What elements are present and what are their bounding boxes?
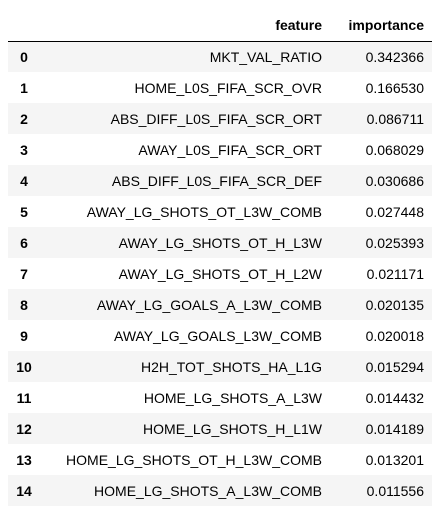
table-header: feature importance	[8, 10, 432, 42]
feature-cell: AWAY_LG_SHOTS_OT_H_L3W	[118, 234, 322, 251]
row-index: 9	[20, 327, 28, 344]
table-row: 14 HOME_LG_SHOTS_A_L3W_COMB 0.011556	[8, 475, 432, 506]
importance-cell: 0.015294	[365, 358, 424, 375]
table-row: 5 AWAY_LG_SHOTS_OT_L3W_COMB 0.027448	[8, 196, 432, 227]
importance-cell: 0.086711	[366, 110, 424, 127]
feature-cell: AWAY_LG_SHOTS_OT_L3W_COMB	[86, 203, 322, 220]
row-index: 0	[20, 48, 28, 65]
importance-cell: 0.030686	[365, 172, 424, 189]
table-row: 9 AWAY_LG_GOALS_L3W_COMB 0.020018	[8, 320, 432, 351]
feature-cell: HOME_LG_SHOTS_H_L1W	[143, 420, 322, 437]
index-column-header	[8, 10, 40, 42]
header-row: feature importance	[8, 10, 432, 42]
row-index: 6	[20, 234, 28, 251]
feature-cell: AWAY_LG_GOALS_A_L3W_COMB	[96, 296, 322, 313]
importance-cell: 0.021171	[366, 265, 424, 282]
feature-cell: HOME_L0S_FIFA_SCR_OVR	[134, 79, 322, 96]
importance-cell: 0.166530	[365, 79, 424, 96]
feature-cell: HOME_LG_SHOTS_A_L3W	[143, 389, 322, 406]
feature-importance-table: feature importance 0 MKT_VAL_RATIO 0.34236…	[8, 10, 432, 506]
table-row: 4 ABS_DIFF_L0S_FIFA_SCR_DEF 0.030686	[8, 165, 432, 196]
importance-cell: 0.020135	[365, 296, 424, 313]
table-row: 7 AWAY_LG_SHOTS_OT_H_L2W 0.021171	[8, 258, 432, 289]
importance-cell: 0.027448	[365, 203, 424, 220]
table-row: 6 AWAY_LG_SHOTS_OT_H_L3W 0.025393	[8, 227, 432, 258]
importance-cell: 0.342366	[365, 48, 424, 65]
table-row: 8 AWAY_LG_GOALS_A_L3W_COMB 0.020135	[8, 289, 432, 320]
table-row: 12 HOME_LG_SHOTS_H_L1W 0.014189	[8, 413, 432, 444]
row-index: 5	[20, 203, 28, 220]
feature-column-header: feature	[40, 10, 330, 42]
row-index: 3	[20, 141, 28, 158]
row-index: 7	[20, 265, 28, 282]
table-row: 0 MKT_VAL_RATIO 0.342366	[8, 41, 432, 72]
feature-cell: AWAY_LG_GOALS_L3W_COMB	[114, 327, 322, 344]
importance-cell: 0.011556	[366, 482, 424, 499]
feature-cell: MKT_VAL_RATIO	[209, 48, 322, 65]
table-row: 13 HOME_LG_SHOTS_OT_H_L3W_COMB 0.013201	[8, 444, 432, 475]
feature-cell: HOME_LG_SHOTS_OT_H_L3W_COMB	[66, 451, 322, 468]
row-index: 4	[20, 172, 28, 189]
importance-cell: 0.014432	[365, 389, 424, 406]
importance-cell: 0.020018	[365, 327, 424, 344]
table-row: 10 H2H_TOT_SHOTS_HA_L1G 0.015294	[8, 351, 432, 382]
row-index: 2	[20, 110, 28, 127]
feature-cell: AWAY_L0S_FIFA_SCR_ORT	[138, 141, 322, 158]
table-row: 1 HOME_L0S_FIFA_SCR_OVR 0.166530	[8, 72, 432, 103]
row-index: 14	[16, 482, 32, 499]
table-row: 2 ABS_DIFF_L0S_FIFA_SCR_ORT 0.086711	[8, 103, 432, 134]
row-index: 1	[20, 79, 28, 96]
row-index: 12	[16, 420, 32, 437]
importance-cell: 0.068029	[365, 141, 424, 158]
table-row: 3 AWAY_L0S_FIFA_SCR_ORT 0.068029	[8, 134, 432, 165]
feature-cell: ABS_DIFF_L0S_FIFA_SCR_ORT	[110, 110, 322, 127]
feature-cell: H2H_TOT_SHOTS_HA_L1G	[140, 358, 322, 375]
importance-cell: 0.025393	[365, 234, 424, 251]
feature-cell: ABS_DIFF_L0S_FIFA_SCR_DEF	[111, 172, 322, 189]
table-body: 0 MKT_VAL_RATIO 0.342366 1 HOME_L0S_FIFA_SCR…	[8, 41, 432, 506]
row-index: 13	[16, 451, 32, 468]
feature-cell: AWAY_LG_SHOTS_OT_H_L2W	[118, 265, 322, 282]
row-index: 10	[16, 358, 32, 375]
feature-cell: HOME_LG_SHOTS_A_L3W_COMB	[94, 482, 322, 499]
table-row: 11 HOME_LG_SHOTS_A_L3W 0.014432	[8, 382, 432, 413]
row-index: 11	[16, 389, 32, 406]
importance-column-header: importance	[330, 10, 432, 42]
importance-cell: 0.014189	[365, 420, 424, 437]
row-index: 8	[20, 296, 28, 313]
importance-cell: 0.013201	[365, 451, 424, 468]
